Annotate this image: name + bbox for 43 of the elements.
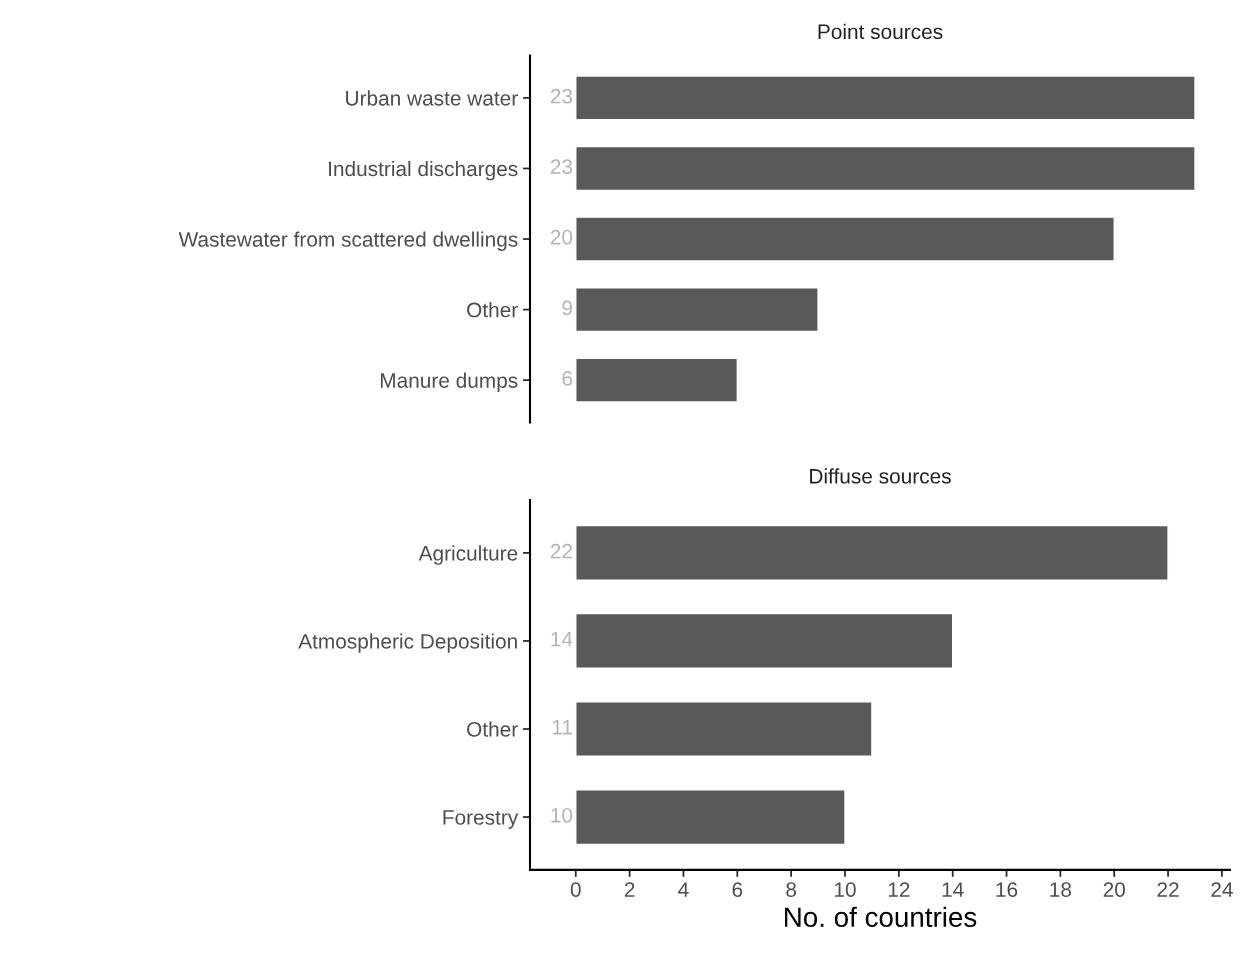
x-tick-label: 6 [732,882,743,897]
data-label: 23 [550,159,573,175]
bar [575,75,1196,121]
y-tick-label: Industrial discharges [329,160,518,181]
bar [575,145,1196,192]
data-label: 14 [551,632,573,647]
y-tick-label: Other [467,721,518,737]
y-tick-label: Manure dumps [380,372,518,393]
data-label: 10 [551,807,573,823]
x-tick-label: 18 [1050,882,1072,897]
chart-title: Diffuse sources [810,468,951,484]
x-axis-title: No. of countries [785,906,977,928]
bar [575,287,819,333]
y-tick-label: Urban waste water [346,90,518,106]
y-tick-label: Atmospheric Deposition [298,633,517,653]
x-tick-label: 10 [835,882,856,897]
data-label: 11 [552,720,572,735]
bar [575,357,739,403]
bar [575,524,1169,581]
x-tick-label: 12 [888,882,910,897]
chart-title: Point sources [818,23,943,40]
data-label: 20 [550,229,573,245]
data-label: 6 [562,370,573,386]
x-tick-label: 20 [1103,882,1125,897]
x-tick-label: 8 [786,882,797,897]
bar [575,789,846,846]
x-tick-label: 0 [570,882,581,897]
x-tick-label: 22 [1157,882,1179,897]
bar [575,701,873,757]
y-tick-label: Wastewater from scattered dwellings [178,231,518,251]
x-tick-label: 14 [942,882,964,897]
x-tick-label: 24 [1211,882,1233,897]
bar [575,612,954,669]
x-tick-label: 16 [996,882,1018,897]
data-label: 23 [550,88,573,104]
x-tick-label: 2 [624,882,635,897]
data-label: 22 [550,543,572,559]
x-tick-label: 4 [678,882,689,897]
data-label: 9 [562,300,573,316]
y-tick-label: Forestry [443,810,519,829]
y-tick-label: Agriculture [418,545,518,565]
y-tick-label: Other [467,302,518,318]
bar [575,216,1115,262]
